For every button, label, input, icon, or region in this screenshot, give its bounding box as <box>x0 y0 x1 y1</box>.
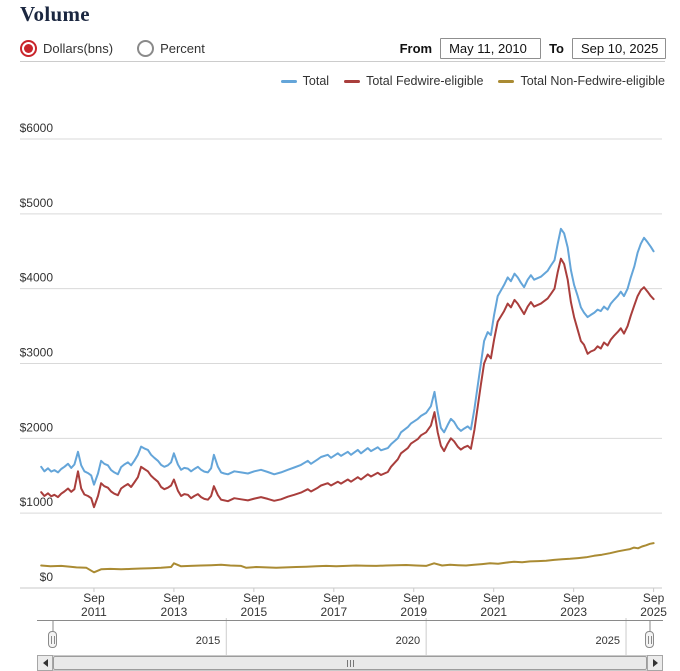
scrollbar-right-button[interactable] <box>647 655 663 671</box>
navigator-handle-left[interactable] <box>48 631 57 648</box>
legend-swatch-fedwire-eligible <box>344 79 361 83</box>
navigator-axis-label: 2020 <box>396 635 420 647</box>
x-axis-label-year: 2017 <box>320 605 347 619</box>
x-axis-label-year: 2023 <box>560 605 587 619</box>
y-axis-label: $3000 <box>20 346 54 360</box>
legend-item-total[interactable]: Total <box>280 74 330 88</box>
legend-label-fedwire-eligible: Total Fedwire-eligible <box>366 74 484 88</box>
controls-row: Dollars(bns) Percent From To <box>20 36 666 60</box>
from-label: From <box>399 40 433 56</box>
handle-grip-icon <box>53 635 55 644</box>
x-axis-label-month: Sep <box>163 591 185 605</box>
navigator-handle-right[interactable] <box>645 631 654 648</box>
scrollbar-thumb[interactable] <box>53 656 647 670</box>
to-label: To <box>549 40 564 56</box>
navigator-scrollbar <box>37 655 663 671</box>
x-axis-label-year: 2025 <box>640 605 667 619</box>
legend-swatch-non-fedwire-eligible <box>498 79 515 83</box>
handle-grip-icon <box>647 635 649 644</box>
radio-option-dollars[interactable]: Dollars(bns) <box>20 39 114 57</box>
radio-dollars-label: Dollars(bns) <box>43 40 114 56</box>
x-axis-label-month: Sep <box>323 591 345 605</box>
y-axis-label: $5000 <box>20 196 54 210</box>
legend-item-non-fedwire-eligible[interactable]: Total Non-Fedwire-eligible <box>498 74 665 88</box>
page-title: Volume <box>20 2 90 26</box>
to-date-input[interactable] <box>572 37 666 59</box>
series-line-0[interactable] <box>40 227 655 486</box>
radio-option-percent[interactable]: Percent <box>137 39 205 57</box>
x-axis-label-month: Sep <box>403 591 425 605</box>
y-axis-label: $1000 <box>20 495 54 509</box>
series-line-1[interactable] <box>40 257 655 509</box>
x-axis-label-month: Sep <box>483 591 505 605</box>
y-axis-label: $0 <box>40 570 54 584</box>
legend-swatch-total <box>280 79 297 83</box>
radio-percent-label: Percent <box>160 40 205 56</box>
radio-selected-icon[interactable] <box>20 39 37 57</box>
x-axis-label-year: 2021 <box>480 605 507 619</box>
y-axis-label: $4000 <box>20 271 54 285</box>
triangle-right-icon <box>652 659 658 667</box>
handle-grip-icon <box>650 635 652 644</box>
navigator-axis-label: 2015 <box>196 635 220 647</box>
y-axis-label: $2000 <box>20 420 54 434</box>
date-range-controls: From To <box>399 37 666 59</box>
scrollbar-left-button[interactable] <box>37 655 53 671</box>
legend-label-total: Total <box>302 74 330 88</box>
x-axis-label-year: 2019 <box>400 605 427 619</box>
x-axis-label-month: Sep <box>643 591 665 605</box>
chart-legend: Total Total Fedwire-eligible Total Non-F… <box>280 74 665 88</box>
triangle-left-icon <box>42 659 48 667</box>
navigator-axis-label: 2025 <box>596 635 620 647</box>
x-axis-label-year: 2015 <box>241 605 268 619</box>
scrollbar-track[interactable] <box>53 655 647 671</box>
x-axis-label-month: Sep <box>243 591 265 605</box>
scrollbar-grip-icon <box>352 659 354 667</box>
scrollbar-grip-icon <box>346 659 348 667</box>
legend-label-non-fedwire-eligible: Total Non-Fedwire-eligible <box>520 74 665 88</box>
x-axis-label-year: 2013 <box>161 605 188 619</box>
header-divider <box>20 61 665 62</box>
legend-item-fedwire-eligible[interactable]: Total Fedwire-eligible <box>344 74 483 88</box>
from-date-input[interactable] <box>440 37 542 59</box>
x-axis-label-month: Sep <box>83 591 105 605</box>
y-axis-label: $6000 <box>20 121 54 135</box>
radio-unselected-icon[interactable] <box>137 39 155 57</box>
navigator-outline <box>37 620 663 632</box>
handle-grip-icon <box>50 635 52 644</box>
x-axis-label-year: 2011 <box>81 605 107 619</box>
x-axis-label-month: Sep <box>563 591 585 605</box>
series-line-2[interactable] <box>40 542 655 574</box>
scrollbar-grip-icon <box>349 659 351 667</box>
